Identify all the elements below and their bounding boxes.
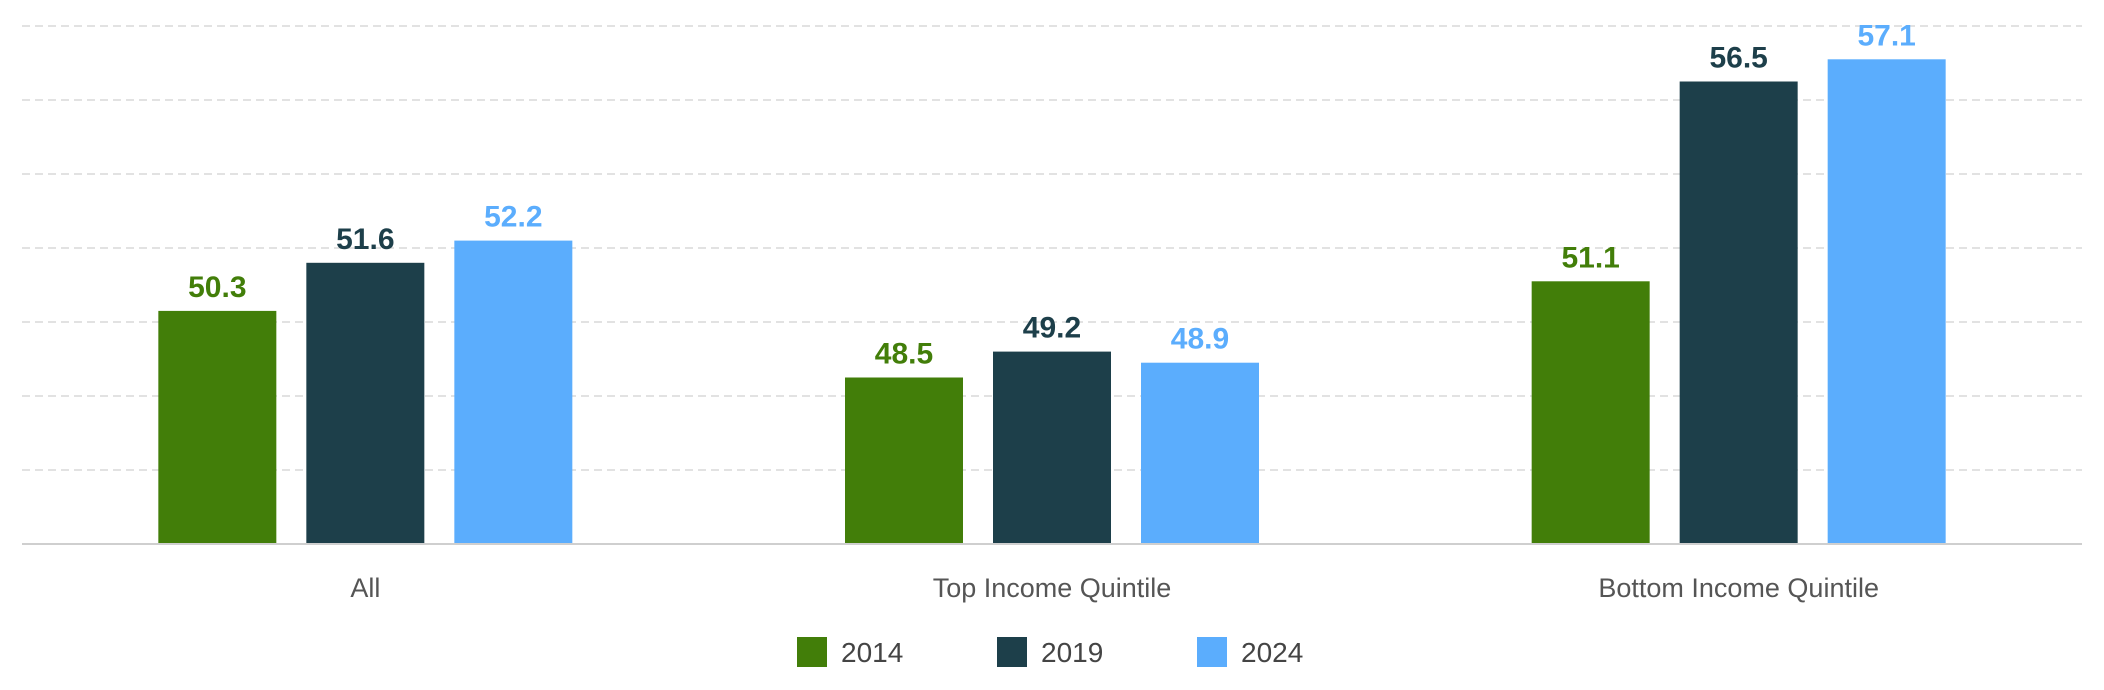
category-labels: All Top Income Quintile Bottom Income Quin… [350,573,1879,603]
legend-item-2014: 2014 [797,637,903,668]
value-label: 52.2 [484,201,542,234]
bars [158,59,1946,545]
category-label: Bottom Income Quintile [1598,573,1879,603]
category-label: All [350,573,380,603]
value-label: 50.3 [188,271,246,304]
legend-item-2019: 2019 [997,637,1103,668]
value-labels: 50.3 51.6 52.2 48.5 49.2 48.9 51.1 56.5 57.1 [188,19,1916,370]
bar-2024-1 [1141,362,1259,544]
category-label: Top Income Quintile [933,573,1172,603]
legend-item-2024: 2024 [1197,637,1303,668]
value-label: 48.9 [1171,323,1229,356]
legend-label: 2014 [841,637,903,668]
legend-swatch [1197,637,1227,667]
value-label: 51.6 [336,223,394,256]
bar-2019-0 [306,262,425,544]
value-label: 48.5 [875,338,933,371]
value-label: 51.1 [1561,241,1619,274]
bar-2014-2 [1531,281,1650,544]
value-label: 57.1 [1857,19,1915,52]
legend: 2014 2019 2024 [797,637,1303,668]
value-label: 56.5 [1709,42,1767,75]
bar-2019-2 [1679,81,1798,544]
legend-swatch [997,637,1027,667]
legend-label: 2024 [1241,637,1303,668]
bar-2019-1 [993,351,1111,544]
bar-2024-0 [454,240,573,544]
bar-2014-0 [158,310,277,544]
value-label: 49.2 [1023,312,1081,345]
legend-swatch [797,637,827,667]
bar-2024-2 [1827,59,1946,545]
legend-label: 2019 [1041,637,1103,668]
bar-2014-1 [845,377,963,544]
